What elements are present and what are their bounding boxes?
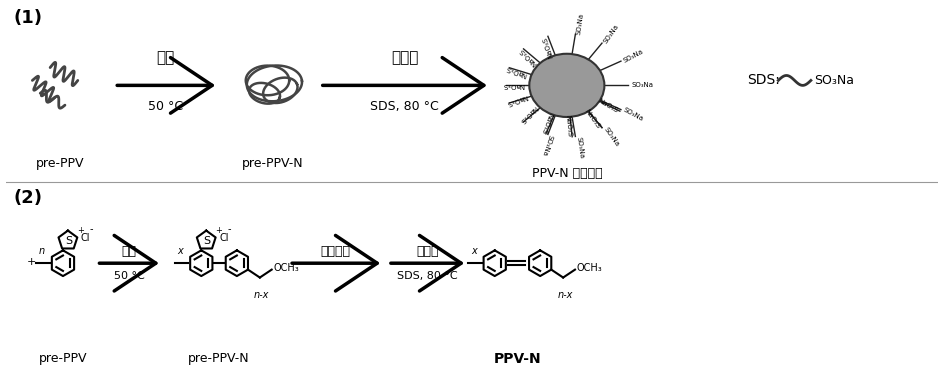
Text: SO₃Na: SO₃Na (602, 126, 620, 147)
Text: 50 °C: 50 °C (114, 271, 144, 281)
Text: 50 °C: 50 °C (148, 100, 183, 113)
Text: 除去甲醇: 除去甲醇 (321, 246, 350, 259)
Text: NaO₃S: NaO₃S (505, 93, 528, 106)
Text: n-x: n-x (254, 290, 269, 300)
Text: S: S (204, 236, 211, 246)
Text: NaO₃S: NaO₃S (565, 115, 572, 137)
Text: 甲醇: 甲醇 (157, 50, 175, 66)
Text: NaO₃S: NaO₃S (505, 65, 528, 78)
Ellipse shape (530, 54, 604, 117)
Text: NaO₃S: NaO₃S (542, 35, 555, 58)
Text: PPV-N 纳米粒子: PPV-N 纳米粒子 (531, 167, 602, 180)
Text: Cl: Cl (81, 233, 91, 243)
Text: (1): (1) (13, 9, 42, 27)
Text: NaO₃S: NaO₃S (518, 104, 538, 124)
Text: pre-PPV: pre-PPV (36, 158, 84, 171)
Text: SO₃Na: SO₃Na (541, 134, 554, 156)
Text: PPV-N: PPV-N (494, 352, 541, 366)
Text: +: + (27, 257, 36, 267)
Text: x: x (471, 246, 477, 256)
Text: NaO₃S: NaO₃S (584, 108, 601, 129)
Text: NaO₃S: NaO₃S (540, 112, 553, 135)
Text: x: x (177, 246, 183, 256)
Text: pre-PPV-N: pre-PPV-N (188, 352, 250, 365)
Text: pre-PPV: pre-PPV (39, 352, 87, 365)
Text: NaO₃S: NaO₃S (502, 82, 525, 88)
Text: n: n (38, 246, 44, 256)
Text: Cl: Cl (219, 233, 228, 243)
Text: SO₃Na: SO₃Na (814, 74, 853, 87)
Text: S: S (65, 236, 73, 246)
Text: OCH₃: OCH₃ (274, 263, 299, 273)
Text: pre-PPV-N: pre-PPV-N (242, 158, 303, 171)
Text: SO₃Na: SO₃Na (575, 136, 584, 159)
Text: SDS:: SDS: (747, 73, 780, 88)
Text: SO₃Na: SO₃Na (622, 48, 645, 64)
Text: SO₃Na: SO₃Na (622, 107, 645, 122)
Text: OCH₃: OCH₃ (577, 263, 602, 273)
Text: n-x: n-x (557, 290, 573, 300)
Text: SDS, 80 °C: SDS, 80 °C (370, 100, 439, 113)
Text: +: + (215, 226, 222, 234)
Text: NaO₃S: NaO₃S (597, 98, 618, 114)
Text: SO₃Na: SO₃Na (602, 23, 620, 45)
Text: (2): (2) (13, 189, 42, 207)
Text: SDS, 80 °C: SDS, 80 °C (397, 271, 458, 281)
Text: -: - (90, 224, 93, 234)
Text: NaO₃S: NaO₃S (518, 47, 538, 66)
Text: +: + (76, 226, 84, 234)
Text: 甲醇: 甲醇 (122, 246, 137, 259)
Text: SO₃Na: SO₃Na (575, 12, 584, 35)
Text: 三乙胺: 三乙胺 (416, 246, 439, 259)
Text: -: - (228, 224, 231, 234)
Text: 三乙胺: 三乙胺 (391, 50, 418, 66)
Text: SO₃Na: SO₃Na (632, 82, 653, 88)
